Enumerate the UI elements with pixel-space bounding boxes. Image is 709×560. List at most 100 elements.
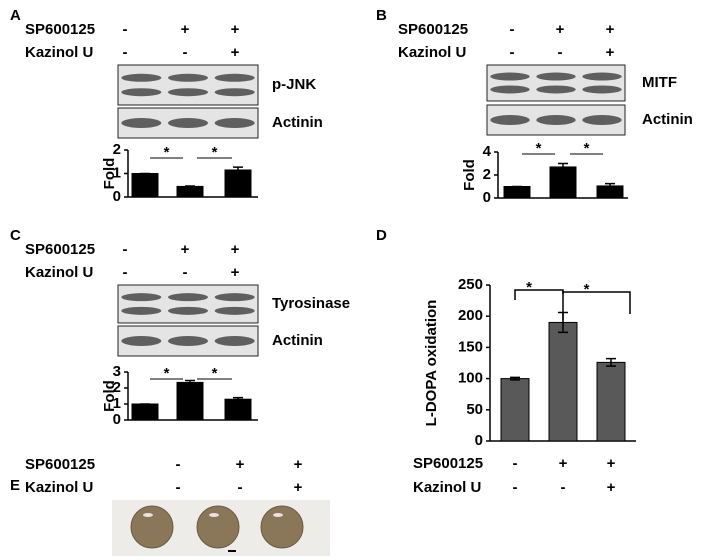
- condition-sign: -: [123, 44, 128, 61]
- y-axis-label: L-DOPA oxidation: [423, 300, 440, 427]
- significance-mark: *: [212, 144, 218, 161]
- significance-mark: *: [526, 279, 532, 296]
- condition-sign: +: [236, 456, 245, 473]
- blot-label: Tyrosinase: [272, 295, 350, 312]
- well-glare: [143, 513, 153, 517]
- blot-label: Actinin: [642, 111, 693, 128]
- condition-sign: +: [556, 21, 565, 38]
- y-tick-label: 50: [466, 401, 483, 418]
- blot-band: [168, 73, 208, 82]
- y-tick-label: 0: [475, 432, 483, 449]
- condition-sign: -: [123, 264, 128, 281]
- blot-band: [121, 306, 162, 315]
- significance-bracket: [514, 289, 564, 320]
- y-tick-label: 2: [483, 166, 491, 183]
- significance-mark: *: [164, 144, 170, 161]
- condition-name: Kazinol U: [25, 479, 93, 496]
- bar: [548, 321, 578, 442]
- blot-band: [121, 73, 162, 82]
- condition-sign: -: [183, 44, 188, 61]
- y-tick-label: 0: [483, 189, 491, 206]
- condition-name: SP600125: [398, 21, 468, 38]
- blot-label: Actinin: [272, 332, 323, 349]
- blot-band: [490, 72, 530, 81]
- blot-band: [121, 88, 162, 97]
- bar: [176, 381, 204, 421]
- condition-name: Kazinol U: [25, 44, 93, 61]
- panel-letter: D: [376, 227, 387, 244]
- blot-band: [168, 306, 208, 315]
- blot-band: [490, 85, 530, 94]
- significance-bracket: [562, 291, 631, 314]
- blot-label: Actinin: [272, 114, 323, 131]
- error-bar: [606, 357, 616, 367]
- error-bar: [185, 185, 195, 188]
- well: [130, 505, 174, 549]
- condition-sign: -: [123, 241, 128, 258]
- well: [260, 505, 304, 549]
- significance-mark: *: [536, 140, 542, 157]
- bar: [549, 166, 577, 199]
- blot: [117, 284, 259, 324]
- condition-sign: +: [231, 44, 240, 61]
- panel-letter: C: [10, 227, 21, 244]
- blot-band: [214, 118, 255, 128]
- well-glare: [273, 513, 283, 517]
- condition-sign: -: [510, 44, 515, 61]
- blot-band: [582, 72, 622, 81]
- blot-band: [168, 118, 208, 128]
- error-bar: [510, 376, 520, 381]
- condition-sign: +: [231, 21, 240, 38]
- blot-band: [490, 115, 530, 125]
- blot-label: MITF: [642, 74, 677, 91]
- blot-band: [168, 88, 208, 97]
- condition-sign: -: [510, 21, 515, 38]
- blot-band: [536, 72, 576, 81]
- y-tick-label: 0: [113, 188, 121, 205]
- y-tick-label: 4: [483, 143, 492, 160]
- error-bar: [558, 162, 568, 172]
- condition-sign: +: [231, 264, 240, 281]
- y-tick-label: 1: [113, 164, 121, 181]
- condition-sign: +: [294, 456, 303, 473]
- well: [196, 505, 240, 549]
- condition-sign: -: [513, 455, 518, 472]
- y-axis-label: Fold: [101, 380, 118, 412]
- condition-sign: +: [606, 21, 615, 38]
- bar: [131, 403, 159, 421]
- condition-name: Kazinol U: [25, 264, 93, 281]
- blot-band: [214, 73, 255, 82]
- well-glare: [209, 513, 219, 517]
- condition-sign: +: [607, 479, 616, 496]
- condition-sign: +: [559, 455, 568, 472]
- blot: [486, 64, 626, 102]
- panel-letter: A: [10, 7, 21, 24]
- y-tick-label: 200: [458, 307, 483, 324]
- condition-sign: +: [181, 21, 190, 38]
- y-tick-label: 2: [113, 141, 121, 158]
- blot-band: [168, 336, 208, 346]
- error-bar: [605, 182, 615, 189]
- bar: [503, 186, 531, 199]
- condition-name: SP600125: [25, 456, 95, 473]
- panel-letter: B: [376, 7, 387, 24]
- blot-band: [121, 336, 162, 346]
- blot-band: [214, 88, 255, 97]
- condition-sign: -: [183, 264, 188, 281]
- condition-sign: -: [561, 479, 566, 496]
- condition-sign: +: [294, 479, 303, 496]
- bar: [500, 378, 530, 442]
- significance-mark: *: [584, 140, 590, 157]
- y-tick-label: 100: [458, 370, 483, 387]
- error-bar: [233, 166, 243, 174]
- y-tick-label: 250: [458, 276, 483, 293]
- condition-sign: -: [238, 479, 243, 496]
- y-axis-label: Fold: [101, 158, 118, 190]
- condition-sign: -: [558, 44, 563, 61]
- error-bar: [233, 396, 243, 402]
- condition-name: SP600125: [25, 21, 95, 38]
- y-tick-label: 2: [113, 379, 121, 396]
- condition-name: Kazinol U: [398, 44, 466, 61]
- panel-letter: E: [10, 477, 20, 494]
